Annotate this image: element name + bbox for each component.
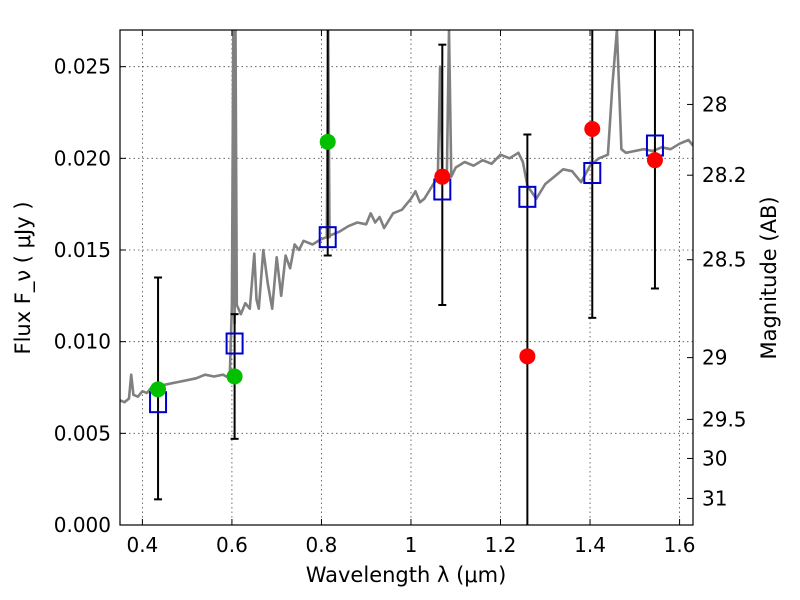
x-tick-label: 1.4 (574, 533, 606, 557)
y-tick-label: 0.010 (54, 330, 111, 354)
detection-point (226, 368, 243, 385)
nondetection-point (519, 348, 536, 365)
y2-tick-label: 29 (702, 346, 727, 370)
y2-axis-label: Magnitude (AB) (757, 196, 781, 359)
y2-tick-label: 29.5 (702, 407, 747, 431)
y2-tick-label: 28 (702, 92, 727, 116)
y-axis-label: Flux F_ν ( μJy ) (11, 201, 36, 354)
x-tick-label: 0.6 (216, 533, 248, 557)
x-tick-label: 0.4 (126, 533, 158, 557)
model-photometry-square (583, 162, 602, 184)
square-layer (149, 134, 664, 414)
circle-layer (150, 121, 663, 398)
tick-layer: 0.4 0.6 0.8 1 1.2 1.4 1.6 0.000 0.005 0.010 0.015 0… (54, 30, 747, 557)
y2-tick-label: 28.2 (702, 163, 747, 187)
y-tick-label: 0.020 (54, 146, 111, 170)
x-tick-label: 0.8 (306, 533, 338, 557)
nondetection-point (434, 168, 451, 185)
y-tick-label: 0.015 (54, 238, 111, 262)
detection-point (150, 381, 167, 398)
y-tick-label: 0.005 (54, 421, 111, 445)
x-tick-label: 1.2 (485, 533, 517, 557)
model-photometry-square (318, 226, 337, 249)
x-axis-label: Wavelength λ (μm) (306, 563, 507, 587)
nondetection-point (584, 121, 601, 137)
model-photometry-square (225, 332, 244, 355)
x-tick-label: 1.6 (664, 533, 696, 557)
detection-point (319, 133, 336, 150)
x-tick-label: 1 (405, 533, 418, 557)
nondetection-point (646, 152, 663, 169)
grid-layer (120, 30, 693, 525)
y-tick-label: 0.025 (54, 55, 111, 79)
plot-frame (119, 29, 694, 526)
errorbar-layer (154, 30, 659, 525)
spectrum-layer (120, 30, 693, 404)
y-tick-label: 0.000 (54, 513, 111, 537)
y2-tick-label: 31 (702, 486, 727, 510)
y2-tick-label: 30 (702, 446, 727, 470)
model-photometry-square (518, 185, 537, 208)
y2-tick-label: 28.5 (702, 248, 747, 272)
spectrum-line (120, 30, 693, 404)
